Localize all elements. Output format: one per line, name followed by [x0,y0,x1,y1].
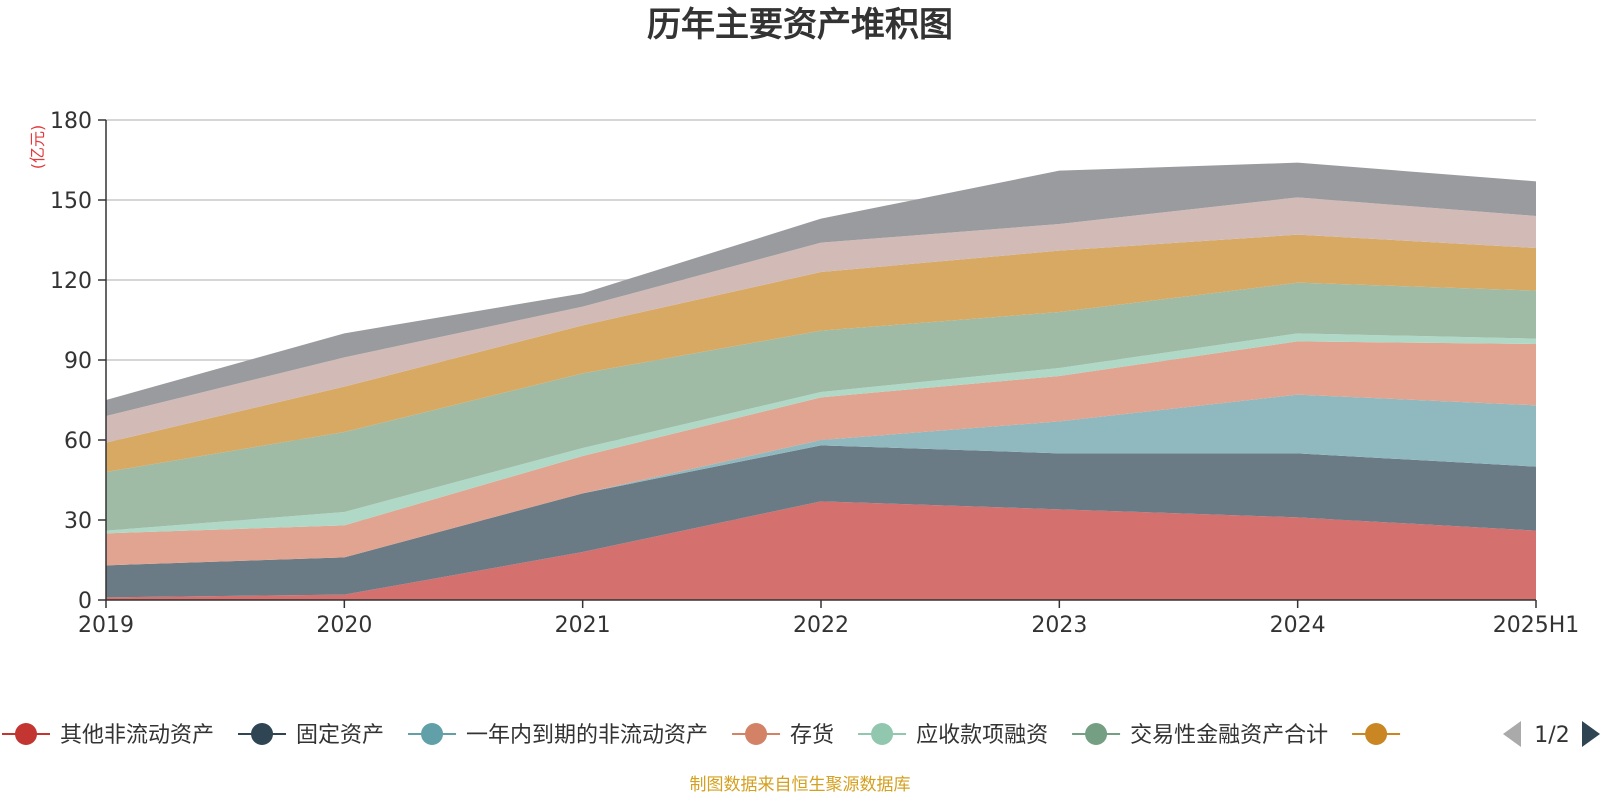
y-axis-unit-label: (亿元) [28,125,47,170]
chart-title: 历年主要资产堆积图 [647,5,953,45]
legend-item[interactable] [1352,723,1401,745]
legend-item[interactable]: 固定资产 [238,723,384,748]
area-series-group [106,162,1536,600]
legend-next-page-icon[interactable] [1582,721,1600,747]
data-source-note: 制图数据来自恒生聚源数据库 [690,775,911,795]
legend-prev-page-icon[interactable] [1503,721,1521,747]
x-tick-label: 2022 [793,613,849,638]
legend-marker [1085,723,1108,745]
legend-marker [871,723,894,745]
x-tick-label: 2025H1 [1493,613,1580,638]
area-series-4 [106,341,1536,566]
area-series-8 [106,197,1536,443]
area-series-1 [106,501,1536,600]
y-tick-label: 60 [64,429,92,454]
x-tick-label: 2023 [1031,613,1087,638]
y-tick-label: 150 [50,189,92,214]
legend-label: 其他非流动资产 [60,723,214,748]
legend-page-indicator: 1/2 [1534,723,1569,748]
axes: 0 30 60 90 120 150 180 2019 2020 2021 2022 2023 2024… [50,109,1579,638]
legend-item[interactable]: 应收款项融资 [858,723,1048,748]
area-series-3 [106,394,1536,566]
legend-marker [745,723,768,745]
y-tick-label: 0 [78,589,92,614]
x-tick-label: 2024 [1270,613,1326,638]
area-series-9 [106,162,1536,416]
legend-label: 存货 [790,723,834,748]
area-series-6 [106,282,1536,531]
y-tick-label: 30 [64,509,92,534]
x-tick-label: 2019 [78,613,134,638]
area-series-5 [106,333,1536,534]
y-tick-label: 180 [50,109,92,134]
legend-marker [251,723,274,745]
area-series-7 [106,234,1536,472]
legend-item[interactable]: 交易性金融资产合计 [1072,723,1328,748]
legend-item[interactable]: 其他非流动资产 [2,723,214,748]
legend-item[interactable]: 存货 [732,723,834,748]
area-series-2 [106,445,1536,598]
legend-label: 一年内到期的非流动资产 [466,723,708,748]
legend-marker [1365,723,1388,745]
legend-label: 固定资产 [296,723,384,748]
legend-marker [15,723,37,745]
x-tick-label: 2020 [316,613,372,638]
legend-label: 交易性金融资产合计 [1130,723,1328,748]
legend-marker [421,723,444,745]
y-tick-label: 90 [64,349,92,374]
legend: 其他非流动资产 固定资产 一年内到期的非流动资产 存货 应收款项融资 交易性金融资产合计 1… [2,721,1600,748]
x-tick-label: 2021 [555,613,611,638]
legend-item[interactable]: 一年内到期的非流动资产 [408,723,708,748]
y-tick-label: 120 [50,269,92,294]
legend-label: 应收款项融资 [916,723,1048,748]
